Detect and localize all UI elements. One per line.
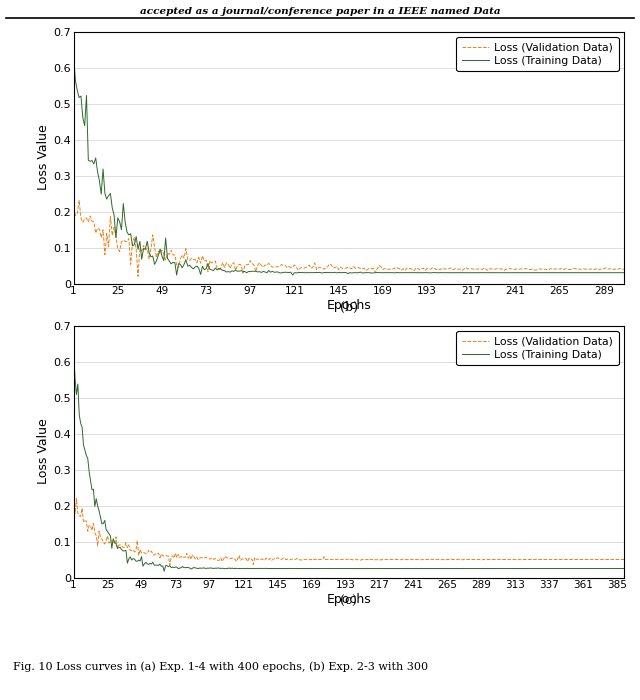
Loss (Validation Data) bbox=[72, 211, 79, 220]
Loss (Validation Data) bbox=[401, 267, 409, 275]
Loss (Validation Data) bbox=[70, 501, 77, 510]
Loss (Validation Data) bbox=[484, 555, 492, 564]
Loss (Validation Data) bbox=[620, 555, 628, 564]
Loss (Validation Data) bbox=[136, 545, 144, 554]
Loss (Training Data) bbox=[72, 76, 79, 85]
Loss (Validation Data) bbox=[399, 265, 407, 273]
Text: accepted as a journal/conference paper in a IEEE named Data: accepted as a journal/conference paper i… bbox=[140, 7, 500, 16]
Loss (Training Data) bbox=[440, 564, 448, 573]
Loss (Training Data) bbox=[408, 269, 416, 277]
Loss (Training Data) bbox=[160, 567, 168, 575]
Loss (Training Data) bbox=[70, 346, 77, 355]
Line: Loss (Training Data): Loss (Training Data) bbox=[74, 57, 624, 275]
Loss (Training Data) bbox=[524, 564, 532, 573]
Legend: Loss (Validation Data), Loss (Training Data): Loss (Validation Data), Loss (Training D… bbox=[456, 37, 619, 71]
Loss (Training Data) bbox=[570, 269, 578, 277]
Loss (Validation Data) bbox=[410, 267, 418, 275]
Line: Loss (Validation Data): Loss (Validation Data) bbox=[74, 200, 624, 276]
Loss (Validation Data) bbox=[525, 555, 533, 564]
Loss (Validation Data) bbox=[620, 265, 628, 274]
Loss (Validation Data) bbox=[572, 265, 580, 273]
Loss (Validation Data) bbox=[166, 561, 173, 569]
Loss (Validation Data) bbox=[497, 555, 505, 564]
Loss (Training Data) bbox=[620, 269, 628, 277]
Line: Loss (Validation Data): Loss (Validation Data) bbox=[74, 498, 624, 565]
X-axis label: Epochs: Epochs bbox=[326, 593, 371, 606]
Loss (Validation Data) bbox=[463, 555, 471, 564]
Loss (Training Data) bbox=[135, 556, 143, 564]
Loss (Validation Data) bbox=[70, 204, 77, 212]
Loss (Training Data) bbox=[495, 564, 503, 573]
Loss (Validation Data) bbox=[442, 556, 449, 564]
Loss (Training Data) bbox=[397, 268, 405, 277]
Loss (Validation Data) bbox=[538, 265, 545, 273]
Loss (Training Data) bbox=[620, 564, 628, 573]
Loss (Validation Data) bbox=[72, 494, 80, 503]
Y-axis label: Loss Value: Loss Value bbox=[37, 419, 51, 484]
Loss (Training Data) bbox=[399, 269, 407, 277]
Legend: Loss (Validation Data), Loss (Training Data): Loss (Validation Data), Loss (Training D… bbox=[456, 331, 619, 365]
Loss (Validation Data) bbox=[76, 196, 83, 204]
Text: (b): (b) bbox=[340, 301, 358, 314]
Loss (Training Data) bbox=[173, 271, 180, 279]
Loss (Training Data) bbox=[483, 564, 491, 573]
X-axis label: Epochs: Epochs bbox=[326, 299, 371, 312]
Line: Loss (Training Data): Loss (Training Data) bbox=[74, 351, 624, 571]
Loss (Training Data) bbox=[461, 564, 469, 573]
Loss (Validation Data) bbox=[134, 272, 142, 281]
Loss (Training Data) bbox=[536, 269, 543, 277]
Loss (Training Data) bbox=[70, 52, 77, 61]
Y-axis label: Loss Value: Loss Value bbox=[37, 125, 51, 190]
Text: (c): (c) bbox=[340, 595, 357, 608]
Text: Fig. 10 Loss curves in (a) Exp. 1-4 with 400 epochs, (b) Exp. 2-3 with 300: Fig. 10 Loss curves in (a) Exp. 1-4 with… bbox=[13, 662, 428, 672]
